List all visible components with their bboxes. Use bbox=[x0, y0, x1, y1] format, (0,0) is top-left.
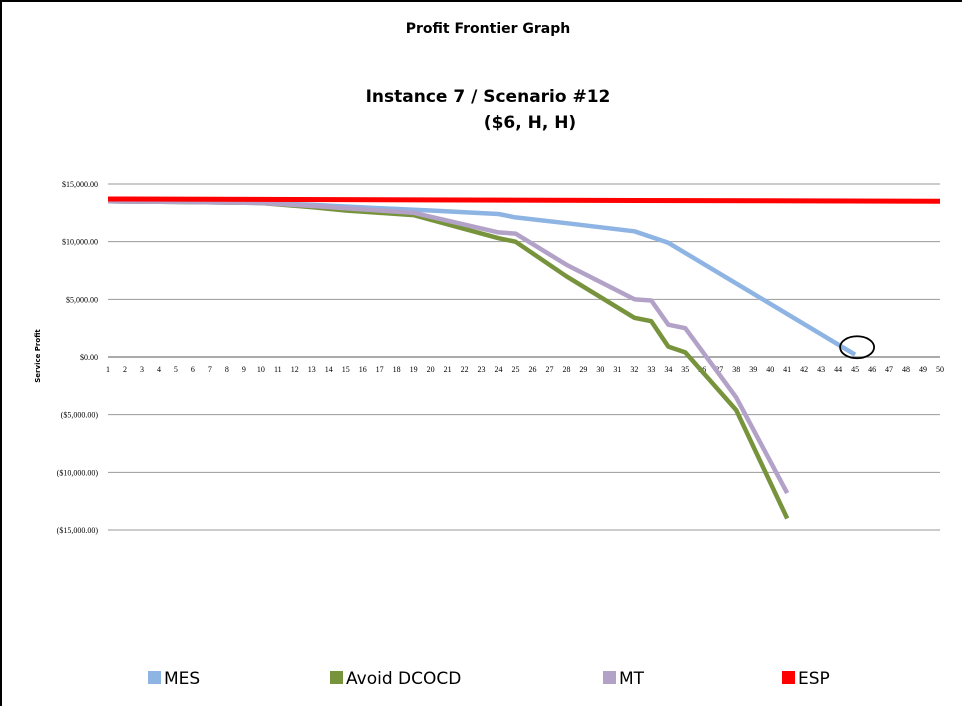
x-tick-label: 5 bbox=[174, 365, 178, 374]
x-tick-label: 23 bbox=[478, 365, 486, 374]
x-tick-label: 43 bbox=[817, 365, 825, 374]
series-line-mt bbox=[107, 199, 790, 495]
y-axis-label: Service Profit bbox=[34, 329, 42, 383]
chart-subtitle-line2: ($6, H, H) bbox=[484, 113, 576, 133]
x-tick-label: 29 bbox=[579, 365, 587, 374]
x-tick-label: 21 bbox=[444, 365, 452, 374]
series-lines bbox=[107, 196, 941, 520]
x-tick-label: 15 bbox=[342, 365, 350, 374]
legend-label-esp: ESP bbox=[798, 669, 830, 689]
legend: MES Avoid DCOCD MT ESP bbox=[148, 669, 830, 689]
x-tick-label: 22 bbox=[461, 365, 469, 374]
x-tick-label: 42 bbox=[800, 365, 808, 374]
x-tick-label: 19 bbox=[410, 365, 418, 374]
y-tick-labels: $15,000.00 $10,000.00 $5,000.00 $0.00 ($5,00… bbox=[57, 180, 99, 535]
chart-subtitle-line1: Instance 7 / Scenario #12 bbox=[366, 87, 611, 107]
legend-label-mt: MT bbox=[619, 669, 645, 689]
x-tick-label: 16 bbox=[359, 365, 367, 374]
x-tick-label: 35 bbox=[681, 365, 689, 374]
x-tick-label: 41 bbox=[783, 365, 791, 374]
legend-swatch-mes bbox=[148, 671, 161, 684]
legend-swatch-mt bbox=[603, 671, 616, 684]
legend-label-mes: MES bbox=[164, 669, 200, 689]
x-tick-label: 17 bbox=[376, 365, 384, 374]
x-tick-label: 3 bbox=[140, 365, 144, 374]
legend-swatch-avoid-dcocd bbox=[330, 671, 343, 684]
x-tick-label: 11 bbox=[274, 365, 282, 374]
x-tick-label: 40 bbox=[766, 365, 774, 374]
x-tick-label: 47 bbox=[885, 365, 893, 374]
zero-crossing-circle bbox=[839, 335, 876, 360]
x-tick-label: 6 bbox=[191, 365, 195, 374]
series-line-esp bbox=[107, 196, 941, 204]
y-tick-label: $10,000.00 bbox=[62, 238, 98, 247]
x-tick-label: 33 bbox=[647, 365, 655, 374]
y-tick-label: ($5,000.00) bbox=[61, 411, 99, 420]
x-tick-label: 9 bbox=[242, 365, 246, 374]
x-tick-label: 27 bbox=[545, 365, 553, 374]
y-tick-label: ($15,000.00) bbox=[57, 526, 99, 535]
x-tick-label: 37 bbox=[715, 365, 723, 374]
x-tick-label: 7 bbox=[208, 365, 212, 374]
x-tick-label: 4 bbox=[157, 365, 161, 374]
x-tick-label: 28 bbox=[562, 365, 570, 374]
x-tick-label: 20 bbox=[427, 365, 435, 374]
x-tick-label: 34 bbox=[664, 365, 672, 374]
x-tick-label: 1 bbox=[106, 365, 110, 374]
x-tick-label: 45 bbox=[851, 365, 859, 374]
x-tick-label: 12 bbox=[291, 365, 299, 374]
x-tick-label: 30 bbox=[596, 365, 604, 374]
chart-title: Profit Frontier Graph bbox=[406, 21, 570, 37]
x-tick-label: 46 bbox=[868, 365, 876, 374]
x-tick-labels: 1 2 3 4 5 6 7 8 9 10 11 12 13 14 15 16 17 18 19 20 21 22 23 24 2… bbox=[106, 365, 944, 374]
legend-swatch-esp bbox=[782, 671, 795, 684]
y-tick-label: ($10,000.00) bbox=[57, 468, 99, 477]
x-tick-label: 49 bbox=[919, 365, 927, 374]
x-tick-label: 38 bbox=[732, 365, 740, 374]
x-tick-label: 8 bbox=[225, 365, 229, 374]
x-tick-label: 10 bbox=[257, 365, 265, 374]
x-tick-label: 50 bbox=[936, 365, 944, 374]
x-tick-label: 31 bbox=[613, 365, 621, 374]
x-tick-label: 2 bbox=[123, 365, 127, 374]
series-line-avoid-dcocd bbox=[107, 199, 790, 520]
y-tick-label: $0.00 bbox=[80, 353, 98, 362]
y-tick-label: $5,000.00 bbox=[66, 295, 98, 304]
x-tick-label: 18 bbox=[393, 365, 401, 374]
x-tick-label: 44 bbox=[834, 365, 842, 374]
legend-label-avoid-dcocd: Avoid DCOCD bbox=[346, 669, 461, 689]
y-tick-label: $15,000.00 bbox=[62, 180, 98, 189]
x-tick-label: 26 bbox=[528, 365, 536, 374]
series-line-mes bbox=[107, 199, 857, 357]
gridlines bbox=[108, 183, 940, 531]
x-tick-label: 32 bbox=[630, 365, 638, 374]
x-tick-label: 13 bbox=[308, 365, 316, 374]
x-tick-label: 24 bbox=[495, 365, 503, 374]
x-tick-label: 14 bbox=[325, 365, 333, 374]
x-tick-label: 48 bbox=[902, 365, 910, 374]
x-tick-label: 25 bbox=[512, 365, 520, 374]
x-tick-label: 39 bbox=[749, 365, 757, 374]
